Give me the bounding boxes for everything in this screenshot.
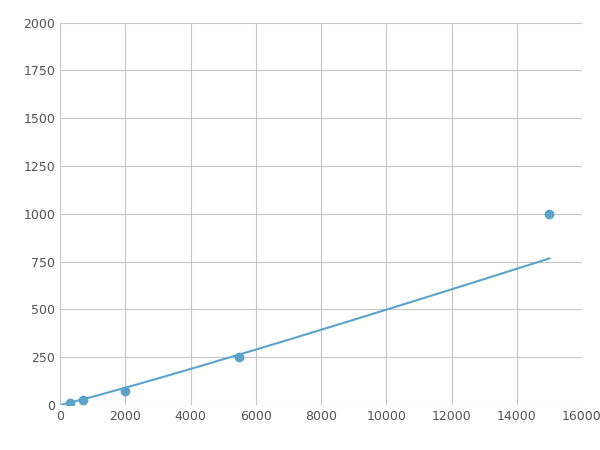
Point (545, 210, 554, 217)
Point (65, 399, 74, 406)
Point (78, 396, 88, 404)
Point (121, 387, 130, 394)
Point (235, 354, 244, 361)
